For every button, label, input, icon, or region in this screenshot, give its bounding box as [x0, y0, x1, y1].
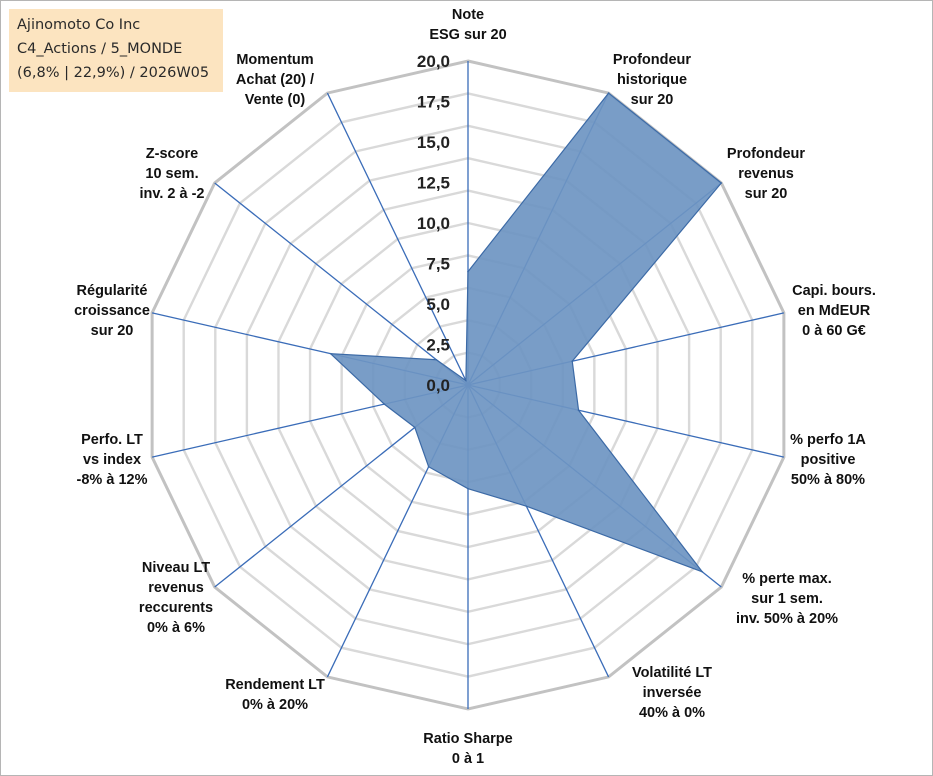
axis-label-line: Niveau LT — [142, 560, 210, 576]
axis-label-line: Volatilité LT — [632, 665, 712, 681]
axis-label: Momentum Achat (20) / Vente (0) — [236, 52, 314, 108]
axis-label-line: Régularité — [77, 283, 148, 299]
axis-label-line: Achat (20) / — [236, 72, 314, 88]
tick-label: 5,0 — [426, 295, 450, 314]
data-point — [427, 465, 430, 468]
axis-label-line: revenus — [148, 580, 204, 596]
label-layer: Note ESG sur 20 Profondeur historique sur 20… — [74, 7, 876, 767]
chart-title-box: Ajinomoto Co Inc C4_Actions / 5_MONDE (6… — [9, 9, 223, 92]
axis-label-line: Z-score — [146, 146, 198, 162]
tick-label: 2,5 — [426, 336, 450, 355]
tick-label: 15,0 — [417, 133, 450, 152]
axis-label-line: Momentum — [236, 52, 313, 68]
axis-label: Z-score 10 sem. inv. 2 à -2 — [139, 146, 204, 202]
axis-label-line: 0% à 6% — [147, 620, 205, 636]
axis-label-line: sur 1 sem. — [751, 591, 823, 607]
axis-spoke — [214, 182, 469, 386]
axis-label: % perfo 1A positive 50% à 80% — [790, 432, 866, 488]
axis-label-line: 40% à 0% — [639, 705, 705, 721]
title-stats: (6,8% | 22,9%) / 2026W05 — [17, 65, 210, 81]
axis-spoke — [326, 92, 469, 386]
axis-label-line: ESG sur 20 — [429, 27, 506, 43]
data-point — [383, 403, 386, 405]
series-layer — [328, 92, 723, 574]
axis-label: Rendement LT 0% à 20% — [225, 677, 325, 713]
axis-label-line: historique — [617, 72, 687, 88]
axis-label-line: sur 20 — [745, 186, 788, 202]
axis-label-line: 10 sem. — [145, 166, 198, 182]
axis-label: Profondeur historique sur 20 — [613, 52, 691, 108]
title-category: C4_Actions / 5_MONDE — [17, 41, 183, 57]
axis-label-line: reccurents — [139, 600, 213, 616]
tick-label: 10,0 — [417, 214, 450, 233]
axis-label-line: croissance — [74, 303, 150, 319]
axis-label-line: % perte max. — [742, 571, 831, 587]
axis-label-line: inversée — [643, 685, 702, 701]
data-point — [467, 487, 469, 490]
axis-label-line: 0% à 20% — [242, 697, 308, 713]
data-point — [720, 182, 723, 184]
data-point — [414, 426, 416, 429]
data-point — [465, 379, 467, 382]
axis-label: Régularité croissance sur 20 — [74, 283, 150, 339]
axis-label-line: Note — [452, 7, 484, 23]
axis-label-line: vs index — [83, 452, 141, 468]
title-company: Ajinomoto Co Inc — [17, 17, 141, 33]
axis-label: Volatilité LT inversée 40% à 0% — [632, 665, 712, 721]
axis-label-line: 0 à 60 G€ — [802, 323, 866, 339]
axis-label-line: -8% à 12% — [77, 472, 148, 488]
axis-label-line: inv. 50% à 20% — [736, 611, 838, 627]
data-point — [329, 352, 332, 355]
axis-label: Ratio Sharpe 0 à 1 — [423, 731, 512, 767]
tick-label: 12,5 — [417, 174, 450, 193]
axis-label-line: inv. 2 à -2 — [139, 186, 204, 202]
axis-label: Capi. bours. en MdEUR 0 à 60 G€ — [792, 283, 876, 339]
axis-label-line: revenus — [738, 166, 794, 182]
axis-label-line: Vente (0) — [245, 92, 306, 108]
axis-label: Perfo. LT vs index -8% à 12% — [77, 432, 148, 488]
tick-label: 7,5 — [426, 255, 450, 274]
axis-label-line: Profondeur — [613, 52, 691, 68]
axis-label-line: Perfo. LT — [81, 432, 143, 448]
axis-label-line: % perfo 1A — [790, 432, 866, 448]
axis-label-line: positive — [801, 452, 856, 468]
tick-layer: 0,0 2,5 5,0 7,5 10,0 12,5 15,0 17,5 20,0 — [417, 52, 450, 395]
axis-label-line: Ratio Sharpe — [423, 731, 512, 747]
data-point — [607, 92, 610, 94]
axis-label: Note ESG sur 20 — [429, 7, 506, 43]
axis-label-line: Capi. bours. — [792, 283, 876, 299]
axis-label-line: en MdEUR — [798, 303, 871, 319]
data-point — [435, 358, 438, 361]
data-point — [571, 360, 574, 363]
data-point — [525, 505, 528, 507]
axis-label: Profondeur revenus sur 20 — [727, 146, 805, 202]
tick-label: 0,0 — [426, 376, 450, 395]
axis-label-line: sur 20 — [631, 92, 674, 108]
axis-label-line: 50% à 80% — [791, 472, 865, 488]
tick-label: 17,5 — [417, 93, 450, 112]
data-point — [577, 409, 580, 412]
axis-label-line: 0 à 1 — [452, 751, 484, 767]
data-point — [467, 270, 469, 273]
tick-label: 20,0 — [417, 52, 450, 71]
axis-label-line: Rendement LT — [225, 677, 325, 693]
axis-label: % perte max. sur 1 sem. inv. 50% à 20% — [736, 571, 838, 627]
axis-label: Niveau LT revenus reccurents 0% à 6% — [139, 560, 213, 636]
data-point — [701, 571, 704, 573]
axis-label-line: sur 20 — [91, 323, 134, 339]
axis-label-line: Profondeur — [727, 146, 805, 162]
